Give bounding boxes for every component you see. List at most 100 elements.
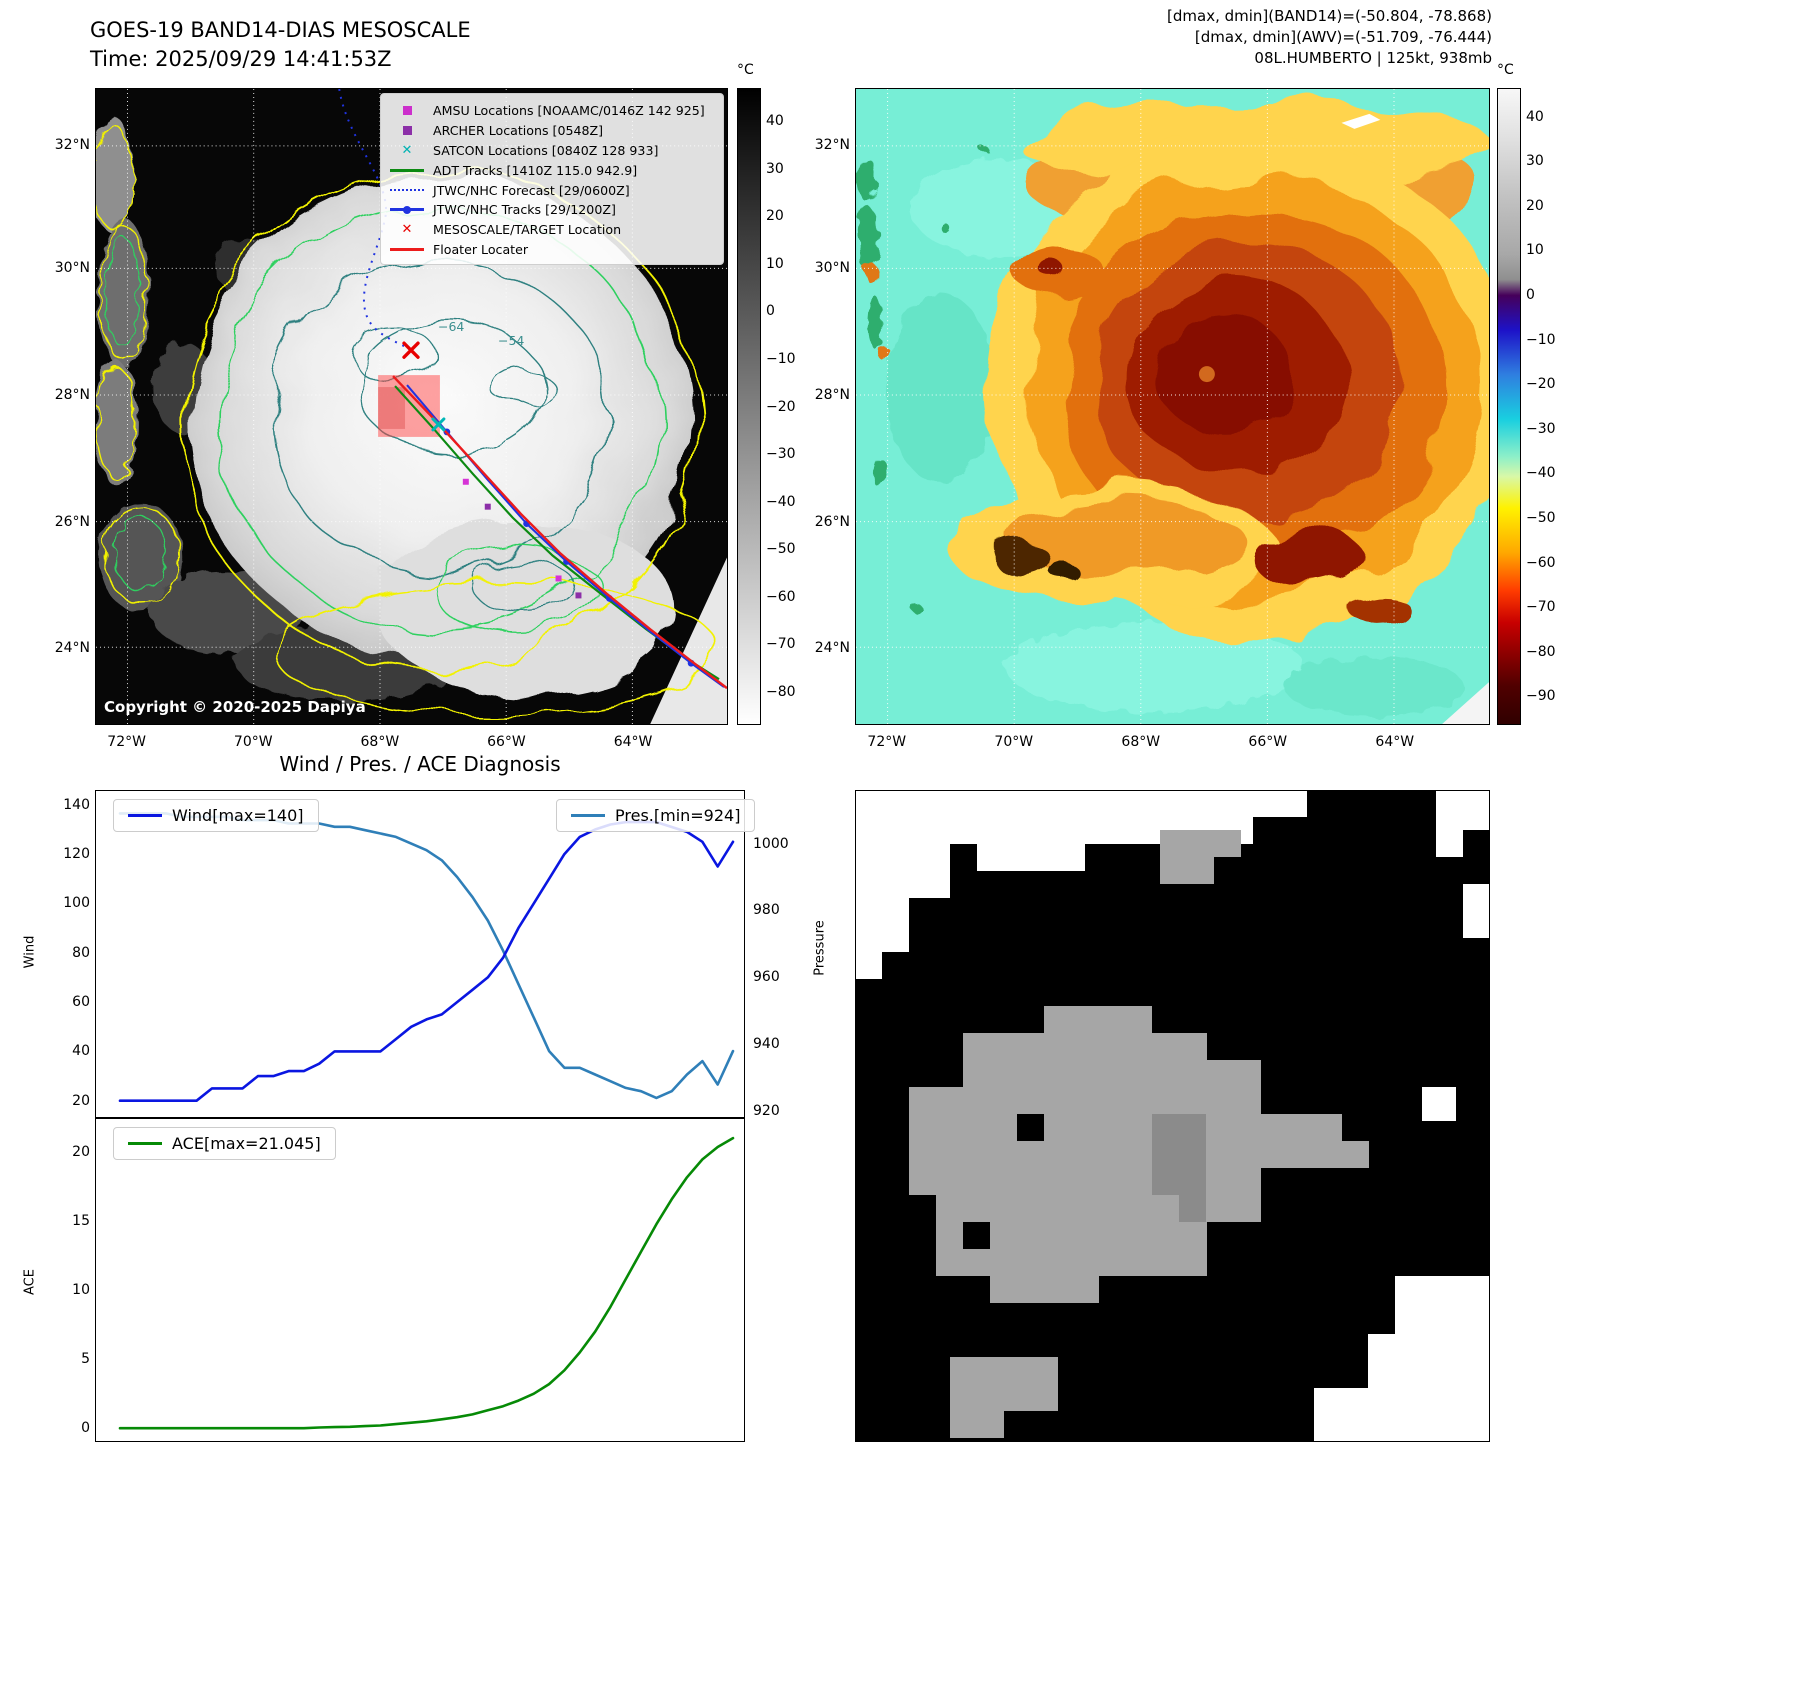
tick-label: −20 [1526,376,1556,393]
tick-label: 24°N [54,639,90,656]
tick-label: 1000 [753,835,789,852]
tick-label: 20 [72,1092,90,1109]
tick-label: 24°N [814,639,850,656]
line-marker-icon [389,247,425,251]
tick-label: −20 [766,398,796,415]
chart-title: Wind / Pres. / ACE Diagnosis [279,752,561,776]
dmax-dmin-band14: [dmax, dmin](BAND14)=(-50.804, -78.868) [1167,7,1492,25]
tick-label: 960 [753,969,780,986]
dmax-dmin-awv: [dmax, dmin](AWV)=(-51.709, -76.444) [1194,28,1492,46]
ir-enhanced-map [855,88,1490,725]
legend-item: ADT Tracks [1410Z 115.0 942.9] [389,160,715,180]
x-marker-icon: ✕ [401,142,413,158]
tick-label: 30 [766,160,784,177]
tick-label: 40 [72,1043,90,1060]
tick-label: 70°W [233,734,273,750]
map-legend: AMSU Locations [NOAAMC/0146Z 142 925] ARC… [380,93,724,266]
tick-label: −50 [1526,509,1556,526]
colorbar-unit: °C [1497,62,1514,78]
legend-item: ✕ MESOSCALE/TARGET Location [389,220,715,240]
ace-legend-label: ACE[max=21.045] [172,1134,321,1153]
legend-item-label: ADT Tracks [1410Z 115.0 942.9] [433,162,638,178]
lat-ticks: 32°N 30°N 28°N 26°N 24°N [798,88,850,725]
ace-line-swatch [128,1141,162,1146]
dotted-marker-icon [389,189,425,192]
legend-item: ARCHER Locations [0548Z] [389,121,715,141]
cloud-fleck [1341,113,1381,129]
legend-item-label: JTWC/NHC Forecast [29/0600Z] [433,182,630,198]
legend-item-label: SATCON Locations [0840Z 128 933] [433,142,659,158]
tick-label: 26°N [814,513,850,530]
satcon-x-marker [431,417,446,432]
tick-label: −10 [766,350,796,367]
pressure-axis-ticks: 920 940 960 980 1000 [753,790,801,1120]
x-marker-icon: ✕ [401,222,413,238]
legend-item-label: ARCHER Locations [0548Z] [433,123,604,139]
ace-chart [95,1118,745,1442]
edge-contours [96,124,181,605]
swath-edge [1442,682,1489,724]
wind-pressure-chart [95,790,745,1118]
tick-label: 5 [81,1351,90,1368]
tick-label: 32°N [54,137,90,153]
tick-label: 0 [1526,287,1535,304]
ace-axis-label: ACE [22,1269,38,1295]
colorbar-unit: °C [737,62,754,78]
edge-speckles [856,146,1057,613]
tick-label: 10 [72,1282,90,1299]
wind-legend: Wind[max=140] [113,799,319,832]
contour-label: −64 [438,319,465,334]
tick-label: 30°N [814,260,850,277]
data-line [118,1136,735,1430]
wind-line-swatch [128,813,162,818]
tick-label: 70°W [994,734,1034,750]
page-title: GOES-19 BAND14-DIAS MESOSCALE [90,18,471,42]
copyright-text: Copyright © 2020-2025 Dapiya [104,698,366,716]
tick-label: −70 [766,636,796,653]
legend-item: ✕ SATCON Locations [0840Z 128 933] [389,141,715,161]
tick-label: 26°N [54,513,90,530]
tick-label: 72°W [107,734,146,750]
tick-label: 80 [72,944,90,961]
tick-label: −50 [766,541,796,558]
tick-label: 68°W [1121,734,1161,750]
tick-label: 940 [753,1036,780,1053]
tick-label: −10 [1526,331,1556,348]
tick-label: 10 [1526,242,1544,259]
data-line [118,820,735,1103]
ir-grayscale-map: AMSU Locations [NOAAMC/0146Z 142 925] ARC… [95,88,728,725]
storm-id-intensity: 08L.HUMBERTO | 125kt, 938mb [1254,49,1492,67]
tick-label: 68°W [360,734,400,750]
wmg-grid-image [855,790,1490,1442]
line-marker-icon [389,168,425,172]
data-line [118,812,735,1100]
tick-label: −40 [1526,465,1556,482]
wind-legend-label: Wind[max=140] [172,806,304,825]
tick-label: 120 [63,846,90,863]
wind-axis-ticks: 20 40 60 80 100 120 140 [46,790,90,1118]
line-dot-marker-icon [389,205,425,214]
legend-item-label: MESOSCALE/TARGET Location [433,222,622,238]
lon-ticks: 72°W 70°W 68°W 66°W 64°W [95,731,728,753]
tick-label: 920 [753,1103,780,1120]
tick-label: −80 [766,683,796,700]
pressure-legend: Pres.[min=924] [556,799,756,832]
mesoscale-target-box [378,375,440,437]
storm-cloud-shield [945,101,1489,638]
tick-label: −40 [766,493,796,510]
tick-label: 30°N [54,260,90,277]
contour-label: −54 [498,333,525,348]
timestamp: Time: 2025/09/29 14:41:53Z [90,47,392,71]
storm-info-block: [dmax, dmin](BAND14)=(-50.804, -78.868) … [1167,6,1492,69]
tick-label: −30 [1526,420,1556,437]
tick-label: −70 [1526,599,1556,616]
panel-title-block: GOES-19 BAND14-DIAS MESOSCALE Time: 2025… [90,16,471,74]
wind-axis-label: Wind [22,935,38,969]
legend-item: AMSU Locations [NOAAMC/0146Z 142 925] [389,101,715,121]
tick-label: 40 [766,113,784,130]
square-marker-icon [389,106,425,116]
legend-item-label: JTWC/NHC Tracks [29/1200Z] [433,202,616,218]
tick-label: 64°W [1375,734,1415,750]
legend-item-label: AMSU Locations [NOAAMC/0146Z 142 925] [433,103,705,119]
tick-label: −60 [766,588,796,605]
